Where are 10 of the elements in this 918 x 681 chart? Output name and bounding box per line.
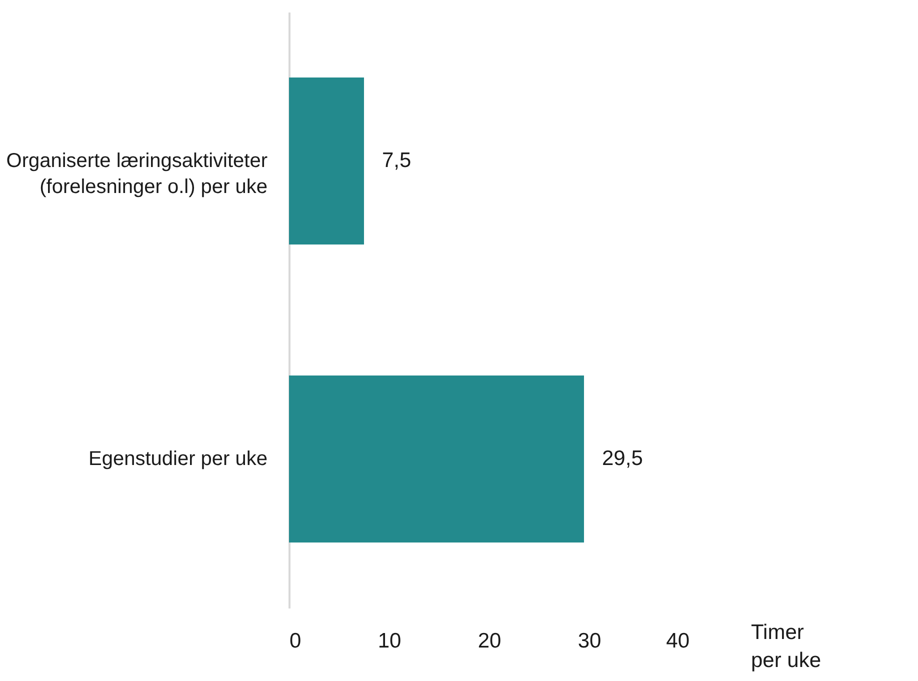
x-tick-label: 40	[666, 630, 690, 652]
y-tick-label: Egenstudier per uke	[88, 448, 268, 470]
data-label: 7,5	[382, 149, 412, 172]
y-tick-label: Organiserte læringsaktiviteter (forelesninger o.l) per uke	[6, 150, 268, 198]
x-tick-label: 10	[378, 630, 402, 652]
data-label: 29,5	[602, 447, 643, 470]
x-axis-title: Timer per uke	[751, 621, 822, 672]
x-tick-label: 20	[478, 630, 502, 652]
x-tick-label: 30	[578, 630, 602, 652]
x-tick-label: 0	[290, 630, 302, 652]
